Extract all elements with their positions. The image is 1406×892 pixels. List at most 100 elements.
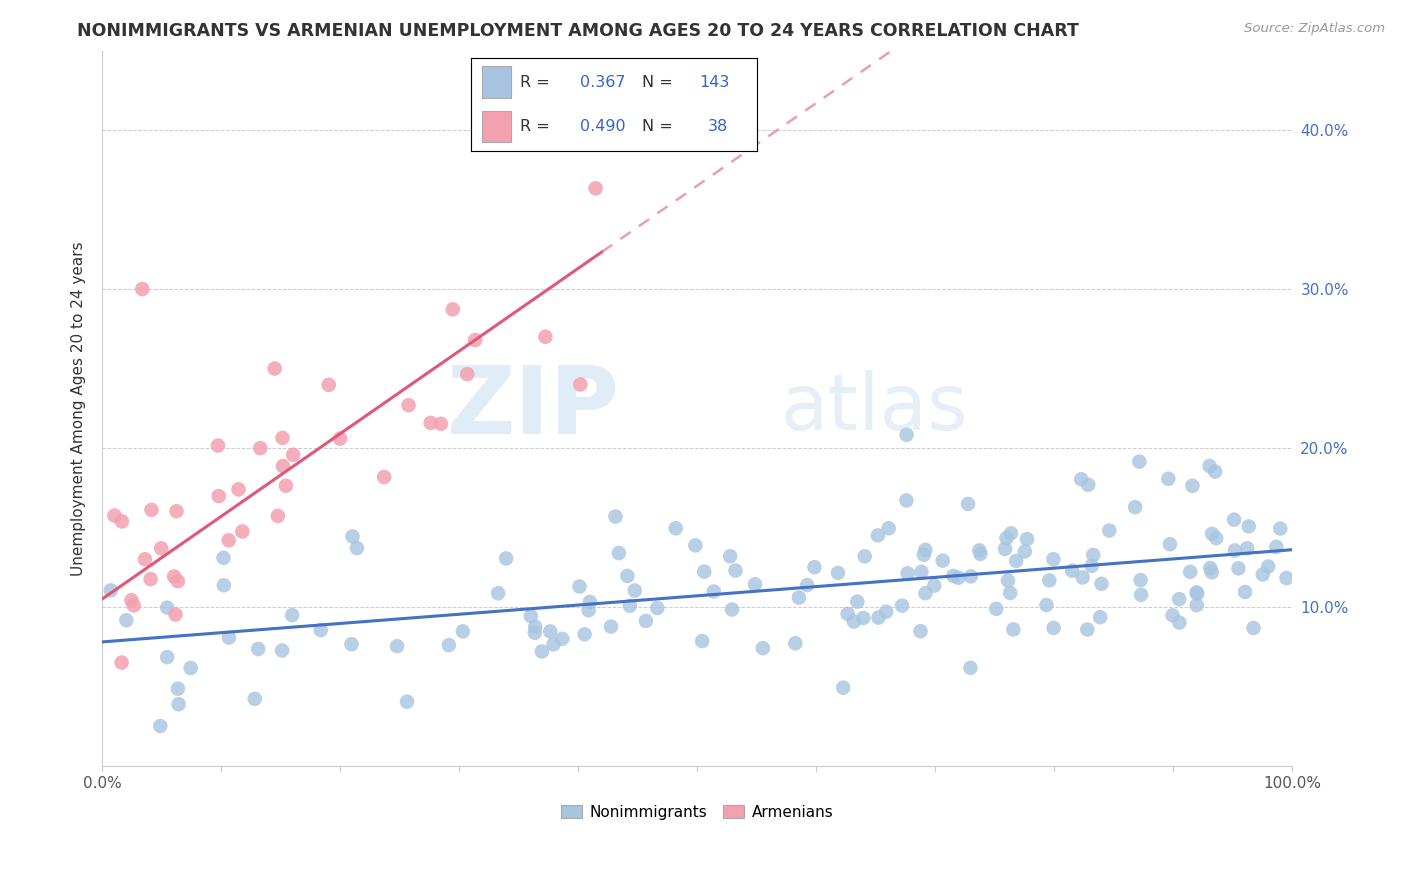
Point	[263, 361, 285, 376]
Point	[585, 181, 607, 195]
Point	[1123, 500, 1146, 515]
Point	[1227, 561, 1250, 575]
Point	[827, 566, 849, 580]
Point	[891, 599, 914, 613]
Point	[957, 497, 980, 511]
Point	[115, 613, 138, 627]
Point	[942, 569, 965, 583]
Point	[218, 533, 240, 548]
Point	[274, 479, 297, 493]
Point	[166, 504, 188, 518]
Point	[914, 542, 936, 557]
Point	[994, 541, 1017, 556]
Point	[166, 574, 188, 589]
Point	[1198, 458, 1220, 473]
Point	[853, 549, 876, 564]
Point	[1015, 532, 1038, 546]
Point	[1185, 598, 1208, 612]
Point	[1035, 598, 1057, 612]
Point	[1185, 587, 1208, 601]
Point	[1201, 566, 1223, 580]
Point	[969, 547, 991, 561]
Point	[1223, 513, 1246, 527]
Point	[605, 509, 627, 524]
Point	[578, 603, 600, 617]
Point	[247, 642, 270, 657]
Point	[156, 650, 179, 665]
Point	[437, 638, 460, 652]
Point	[837, 607, 859, 621]
Point	[948, 571, 970, 585]
Point	[868, 610, 890, 624]
Point	[495, 551, 517, 566]
Point	[619, 599, 641, 613]
Point	[551, 632, 574, 646]
Point	[1005, 554, 1028, 568]
Point	[1201, 527, 1223, 541]
Point	[787, 591, 810, 605]
Point	[283, 448, 305, 462]
Point	[346, 541, 368, 555]
Point	[998, 586, 1021, 600]
Point	[373, 470, 395, 484]
Point	[281, 608, 304, 623]
Point	[1275, 571, 1298, 585]
Point	[914, 586, 936, 600]
Point	[959, 661, 981, 675]
Point	[1168, 615, 1191, 630]
Point	[395, 695, 418, 709]
Point	[832, 681, 855, 695]
Point	[267, 508, 290, 523]
Point	[724, 564, 747, 578]
Point	[419, 416, 441, 430]
Point	[579, 595, 602, 609]
Point	[1098, 524, 1121, 538]
Point	[1251, 567, 1274, 582]
Point	[451, 624, 474, 639]
Point	[1080, 558, 1102, 573]
Point	[149, 719, 172, 733]
Point	[600, 619, 623, 633]
Point	[1185, 585, 1208, 599]
Point	[1180, 565, 1202, 579]
Point	[877, 521, 900, 535]
Point	[340, 637, 363, 651]
Point	[1014, 544, 1036, 558]
Point	[568, 580, 591, 594]
Point	[134, 552, 156, 566]
Point	[1159, 537, 1181, 551]
Text: NONIMMIGRANTS VS ARMENIAN UNEMPLOYMENT AMONG AGES 20 TO 24 YEARS CORRELATION CHA: NONIMMIGRANTS VS ARMENIAN UNEMPLOYMENT A…	[77, 22, 1080, 40]
Point	[1270, 522, 1292, 536]
Point	[842, 615, 865, 629]
Point	[538, 624, 561, 639]
Point	[665, 521, 688, 535]
Point	[100, 583, 122, 598]
Point	[1129, 573, 1152, 587]
Point	[165, 607, 187, 622]
Point	[803, 560, 825, 574]
Point	[1236, 541, 1258, 556]
Point	[685, 538, 707, 552]
Point	[150, 541, 173, 556]
Point	[543, 637, 565, 651]
Point	[212, 578, 235, 592]
Point	[385, 639, 408, 653]
Point	[796, 578, 818, 592]
Point	[524, 620, 547, 634]
Point	[1161, 608, 1184, 623]
Point	[866, 528, 889, 542]
Point	[959, 569, 981, 583]
Point	[430, 417, 453, 431]
Point	[1234, 585, 1257, 599]
Point	[1038, 574, 1060, 588]
Point	[785, 636, 807, 650]
Point	[228, 483, 250, 497]
Point	[167, 681, 190, 696]
Point	[1076, 623, 1098, 637]
Point	[623, 583, 645, 598]
Text: Source: ZipAtlas.com: Source: ZipAtlas.com	[1244, 22, 1385, 36]
Point	[1130, 588, 1153, 602]
Point	[1000, 526, 1022, 541]
Point	[1205, 531, 1227, 545]
Point	[141, 503, 163, 517]
